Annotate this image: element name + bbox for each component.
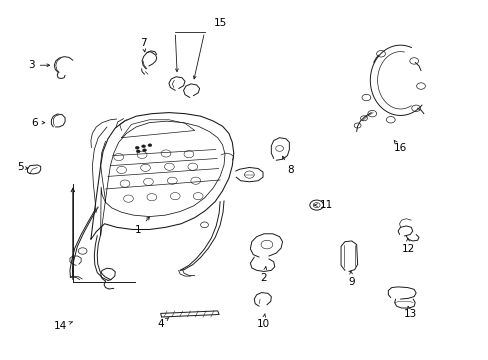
Circle shape: [409, 58, 418, 64]
Circle shape: [142, 145, 145, 148]
Text: 11: 11: [313, 200, 332, 210]
Text: 16: 16: [393, 140, 407, 153]
Text: 10: 10: [256, 314, 269, 329]
Text: 3: 3: [28, 60, 50, 70]
Text: 1: 1: [135, 217, 149, 235]
Text: 14: 14: [54, 321, 72, 331]
Circle shape: [136, 150, 140, 153]
Circle shape: [376, 50, 385, 57]
Circle shape: [353, 123, 360, 128]
Circle shape: [386, 117, 394, 123]
Circle shape: [142, 149, 146, 152]
Text: 2: 2: [260, 267, 267, 283]
Circle shape: [135, 146, 139, 149]
Circle shape: [411, 105, 420, 112]
Text: 15: 15: [213, 18, 226, 28]
Circle shape: [148, 144, 152, 147]
Circle shape: [361, 94, 370, 101]
Text: 5: 5: [17, 162, 28, 172]
Circle shape: [360, 116, 366, 121]
Text: 7: 7: [140, 38, 146, 52]
Text: 13: 13: [403, 306, 416, 319]
Circle shape: [416, 83, 425, 89]
Text: 6: 6: [31, 118, 45, 128]
Text: 8: 8: [282, 156, 294, 175]
Text: 4: 4: [157, 318, 168, 329]
Circle shape: [367, 111, 376, 117]
Text: 9: 9: [348, 271, 354, 287]
Text: 12: 12: [401, 238, 414, 254]
